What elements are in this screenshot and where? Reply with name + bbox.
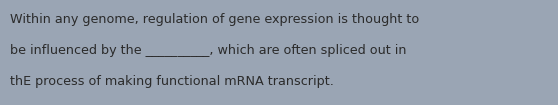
Text: Within any genome, regulation of gene expression is thought to: Within any genome, regulation of gene ex… <box>10 13 419 26</box>
Text: be influenced by the __________, which are often spliced out in: be influenced by the __________, which a… <box>10 44 407 57</box>
Text: thE process of making functional mRNA transcript.: thE process of making functional mRNA tr… <box>10 75 334 88</box>
